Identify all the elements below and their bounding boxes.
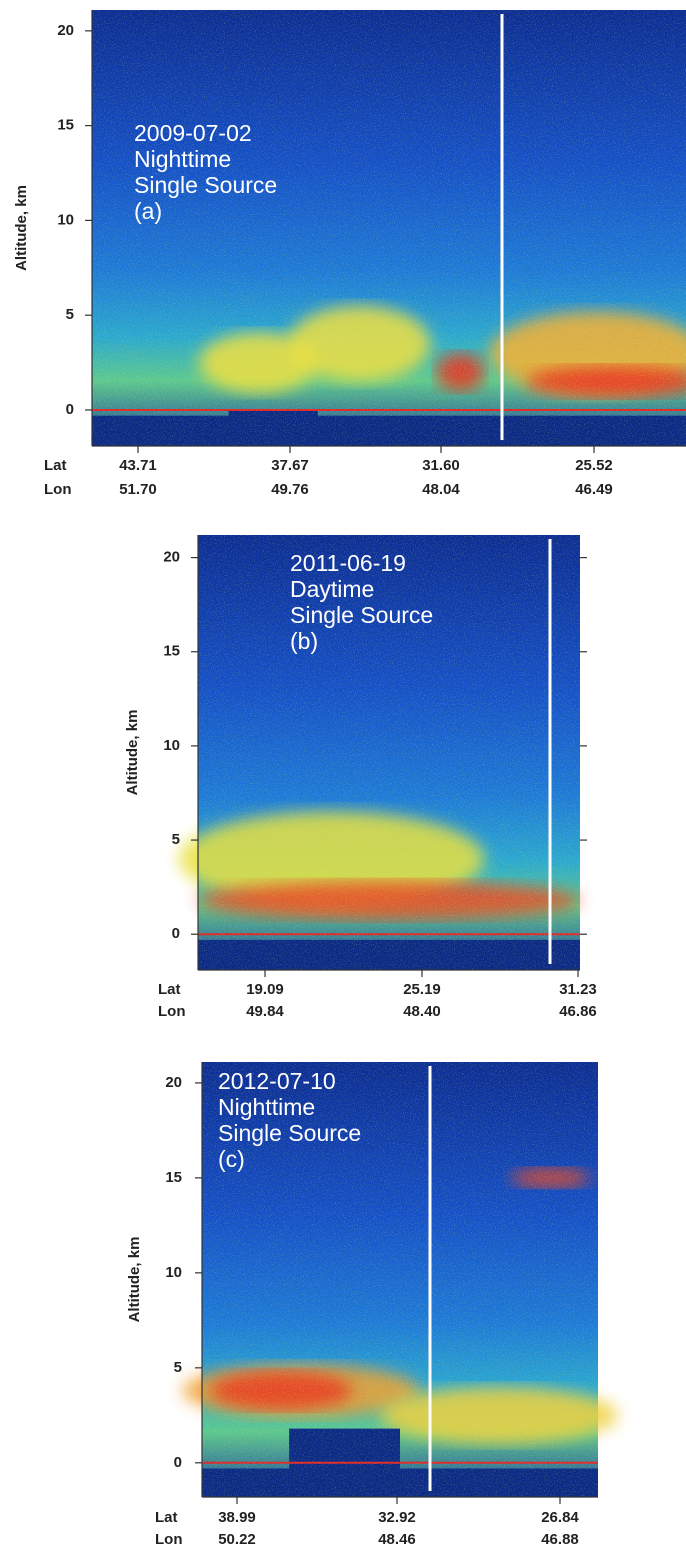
x-tick-label: 48.46: [378, 1531, 416, 1548]
annotation: (a): [134, 198, 162, 224]
y-tick-label: 15: [165, 1169, 182, 1186]
y-tick-label: 20: [57, 22, 74, 39]
y-tick-label: 5: [174, 1359, 182, 1376]
x-row-label: Lon: [44, 481, 72, 498]
y-axis-label: Altitude, km: [126, 1237, 143, 1323]
noise: [92, 10, 686, 446]
x-tick-label: 46.86: [559, 1003, 597, 1020]
x-tick-label: 25.19: [403, 981, 441, 998]
y-tick-label: 20: [163, 549, 180, 566]
y-tick-label: 0: [66, 401, 74, 418]
x-tick-label: 46.49: [575, 481, 613, 498]
x-tick-label: 50.22: [218, 1531, 256, 1548]
x-tick-label: 49.84: [246, 1003, 284, 1020]
panel: 0 5 10 15 20 Altitude, km Lat Lon 43.71 51.70 37.6…: [13, 10, 686, 498]
panel: 0 5 10 15 20 Altitude, km Lat Lon 19.09 49.84 25.1…: [124, 535, 597, 1020]
y-axis-label: Altitude, km: [124, 710, 141, 796]
x-row-label: Lat: [155, 1509, 178, 1526]
annotation: Single Source: [290, 602, 433, 628]
x-tick-label: 31.60: [422, 457, 460, 474]
x-row-label: Lat: [44, 457, 67, 474]
x-tick-label: 25.52: [575, 457, 613, 474]
x-tick-label: 19.09: [246, 981, 284, 998]
annotation: (b): [290, 628, 318, 654]
annotation: (c): [218, 1146, 245, 1172]
noise: [202, 1062, 598, 1497]
x-tick-label: 32.92: [378, 1509, 416, 1526]
y-tick-label: 10: [57, 211, 74, 228]
y-tick-label: 0: [174, 1454, 182, 1471]
y-tick-label: 15: [57, 117, 74, 134]
x-tick-label: 48.04: [422, 481, 460, 498]
x-tick-label: 43.71: [119, 457, 157, 474]
y-tick-label: 5: [66, 306, 74, 323]
annotation: Nighttime: [134, 146, 231, 172]
annotation: 2011-06-19: [290, 550, 406, 576]
y-tick-label: 5: [172, 831, 180, 848]
annotation: 2009-07-02: [134, 120, 252, 146]
x-row-label: Lon: [158, 1003, 186, 1020]
x-tick-label: 51.70: [119, 481, 157, 498]
x-tick-label: 49.76: [271, 481, 309, 498]
annotation: 2012-07-10: [218, 1068, 336, 1094]
annotation: Single Source: [218, 1120, 361, 1146]
x-tick-label: 46.88: [541, 1531, 579, 1548]
annotation: Single Source: [134, 172, 277, 198]
y-axis-label: Altitude, km: [13, 185, 30, 271]
y-tick-label: 0: [172, 925, 180, 942]
x-tick-label: 48.40: [403, 1003, 441, 1020]
x-row-label: Lat: [158, 981, 181, 998]
annotation: Nighttime: [218, 1094, 315, 1120]
x-tick-label: 26.84: [541, 1509, 579, 1526]
panel: 0 5 10 15 20 Altitude, km Lat Lon 38.99 50.22 32.9…: [126, 1062, 618, 1548]
x-tick-label: 31.23: [559, 981, 597, 998]
y-tick-label: 15: [163, 643, 180, 660]
x-tick-label: 38.99: [218, 1509, 256, 1526]
noise: [198, 535, 580, 970]
y-tick-label: 10: [165, 1264, 182, 1281]
x-row-label: Lon: [155, 1531, 183, 1548]
x-tick-label: 37.67: [271, 457, 309, 474]
y-tick-label: 10: [163, 737, 180, 754]
annotation: Daytime: [290, 576, 374, 602]
y-tick-label: 20: [165, 1074, 182, 1091]
